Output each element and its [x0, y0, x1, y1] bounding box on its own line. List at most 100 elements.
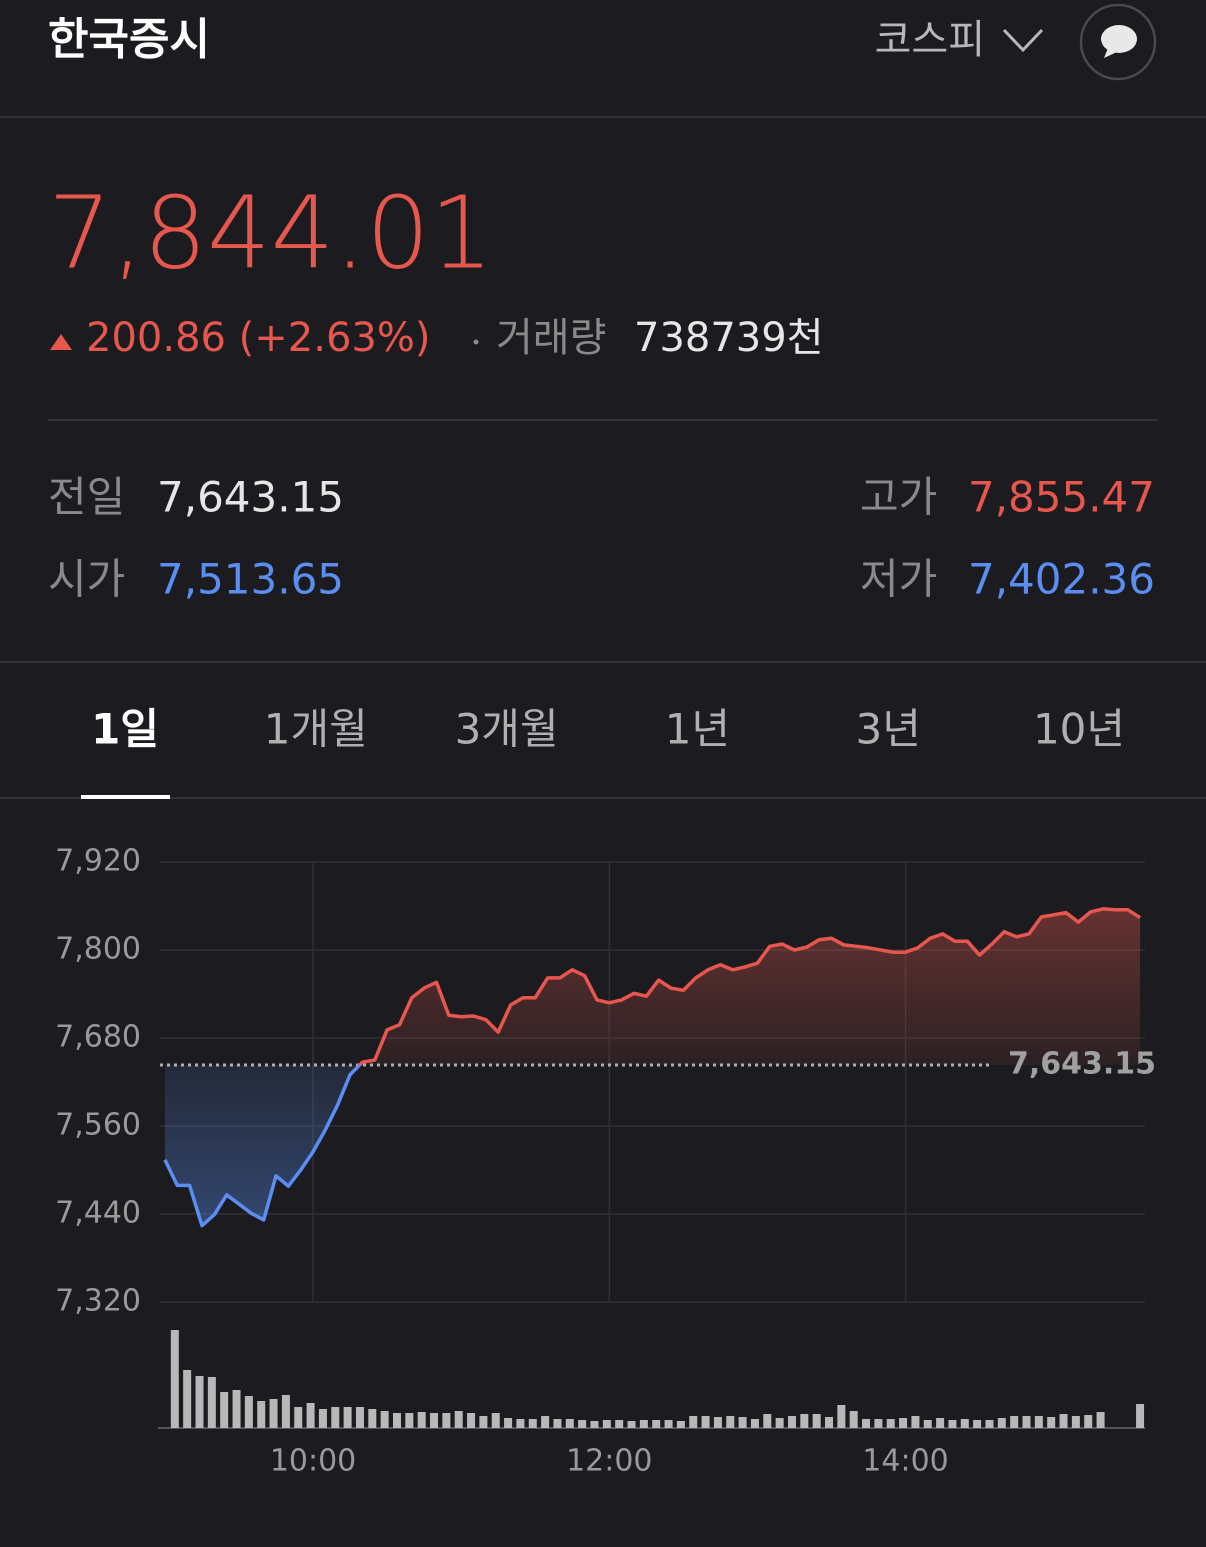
volume-bar	[504, 1418, 513, 1428]
volume-bar	[318, 1409, 327, 1428]
y-tick-label: 7,920	[55, 844, 141, 879]
chat-icon[interactable]	[1101, 25, 1137, 53]
stat-label: 저가	[860, 555, 937, 604]
volume-bar	[1047, 1417, 1056, 1428]
price: 7,844.01	[48, 174, 493, 291]
volume-bar	[1096, 1412, 1105, 1428]
volume-bar	[306, 1403, 315, 1428]
volume-bar	[936, 1418, 945, 1428]
volume-bar	[1136, 1404, 1145, 1428]
volume-bar	[232, 1390, 241, 1428]
volume-bar	[467, 1413, 476, 1428]
reference-label: 7,643.15	[1008, 1047, 1156, 1082]
volume-bar	[380, 1411, 389, 1428]
volume-bar	[627, 1421, 636, 1428]
volume-bar	[417, 1412, 426, 1428]
chat-icon-tail[interactable]	[1104, 48, 1117, 58]
y-tick-label: 7,320	[55, 1284, 141, 1319]
y-tick-label: 7,680	[55, 1020, 141, 1055]
volume-bar	[812, 1414, 821, 1428]
volume-bar	[750, 1419, 759, 1428]
stats: 전일 7,643.15 시가 7,513.65 고가 7,855.47 저가 7,402.36	[48, 473, 1155, 604]
volume-bar	[269, 1399, 278, 1428]
stat-label: 고가	[860, 473, 937, 522]
volume-bar	[923, 1420, 932, 1428]
chat-button-ring[interactable]	[1079, 3, 1157, 81]
volume-bar	[713, 1417, 722, 1428]
volume-bar	[689, 1416, 698, 1428]
volume-bar	[528, 1419, 537, 1428]
period-tabs: 1일 1개월 3개월 1년 3년 10년	[81, 705, 1125, 799]
chat-button[interactable]	[1079, 3, 1157, 81]
market-selector[interactable]: 코스피	[875, 17, 985, 63]
volume-bar	[800, 1414, 809, 1428]
volume-bar	[1071, 1416, 1080, 1428]
volume-bar	[183, 1370, 192, 1428]
chart: 7,320 7,440 7,560 7,680 7,800 7,920 10:00 12:00…	[55, 844, 1156, 1479]
app-title: 한국증시	[48, 14, 210, 65]
active-tab-indicator	[81, 795, 170, 799]
volume-bar	[775, 1418, 784, 1428]
volume-bar	[220, 1392, 229, 1428]
y-tick-label: 7,560	[55, 1108, 141, 1143]
volume-bar	[479, 1416, 488, 1428]
volume-bar	[639, 1420, 648, 1428]
volume-bar	[1034, 1416, 1043, 1428]
volume-bar	[541, 1416, 550, 1428]
price-area	[164, 908, 1141, 1226]
volume-bar	[281, 1395, 290, 1428]
chevron-icon[interactable]	[1002, 28, 1044, 53]
period-tab[interactable]: 1개월	[264, 705, 368, 754]
volume-bar	[244, 1396, 253, 1428]
volume-bar	[862, 1419, 871, 1428]
volume-bar	[294, 1407, 303, 1428]
stat-value: 7,513.65	[157, 555, 344, 604]
volume-bar	[1059, 1414, 1068, 1428]
volume-bar	[837, 1405, 846, 1428]
volume-bar	[726, 1416, 735, 1428]
up-arrow-icon	[50, 334, 72, 350]
stat-label: 시가	[48, 555, 125, 604]
volume-bar	[960, 1419, 969, 1428]
stat-label: 전일	[48, 473, 125, 522]
volume-bar	[368, 1409, 377, 1428]
volume-bar	[763, 1414, 772, 1428]
volume-bar	[787, 1416, 796, 1428]
price-change: 200.86 (+2.63%)	[86, 315, 430, 361]
volume-value: 738739천	[634, 315, 824, 361]
period-tab[interactable]: 1년	[665, 705, 730, 754]
y-tick-label: 7,800	[55, 932, 141, 967]
stat-value: 7,855.47	[968, 473, 1155, 522]
volume-bar	[676, 1421, 685, 1428]
x-tick-label: 14:00	[862, 1444, 948, 1479]
volume-bar	[701, 1416, 710, 1428]
volume-bar	[516, 1419, 525, 1428]
volume-bar	[1010, 1416, 1019, 1428]
volume-bar	[430, 1413, 439, 1428]
volume-bar	[664, 1420, 673, 1428]
period-tab[interactable]: 3개월	[455, 705, 559, 754]
stat-value: 7,643.15	[157, 473, 344, 522]
volume-bar	[1022, 1416, 1031, 1428]
volume-bar	[874, 1419, 883, 1428]
volume-bar	[355, 1407, 364, 1428]
volume-bar	[195, 1376, 204, 1428]
volume-bar	[405, 1413, 414, 1428]
volume-bar	[849, 1411, 858, 1428]
volume-bar	[652, 1420, 661, 1428]
volume-bar	[948, 1420, 957, 1428]
volume-bar	[442, 1413, 451, 1428]
volume-bar	[1084, 1415, 1093, 1428]
volume-bar	[911, 1416, 920, 1428]
volume-bar	[899, 1418, 908, 1428]
volume-bar	[738, 1417, 747, 1428]
period-tab[interactable]: 1일	[91, 705, 159, 754]
volume-bar	[565, 1419, 574, 1428]
period-tab[interactable]: 3년	[856, 705, 921, 754]
period-tab[interactable]: 10년	[1033, 705, 1125, 754]
volume-bar	[331, 1407, 340, 1428]
volume-bar	[997, 1418, 1006, 1428]
